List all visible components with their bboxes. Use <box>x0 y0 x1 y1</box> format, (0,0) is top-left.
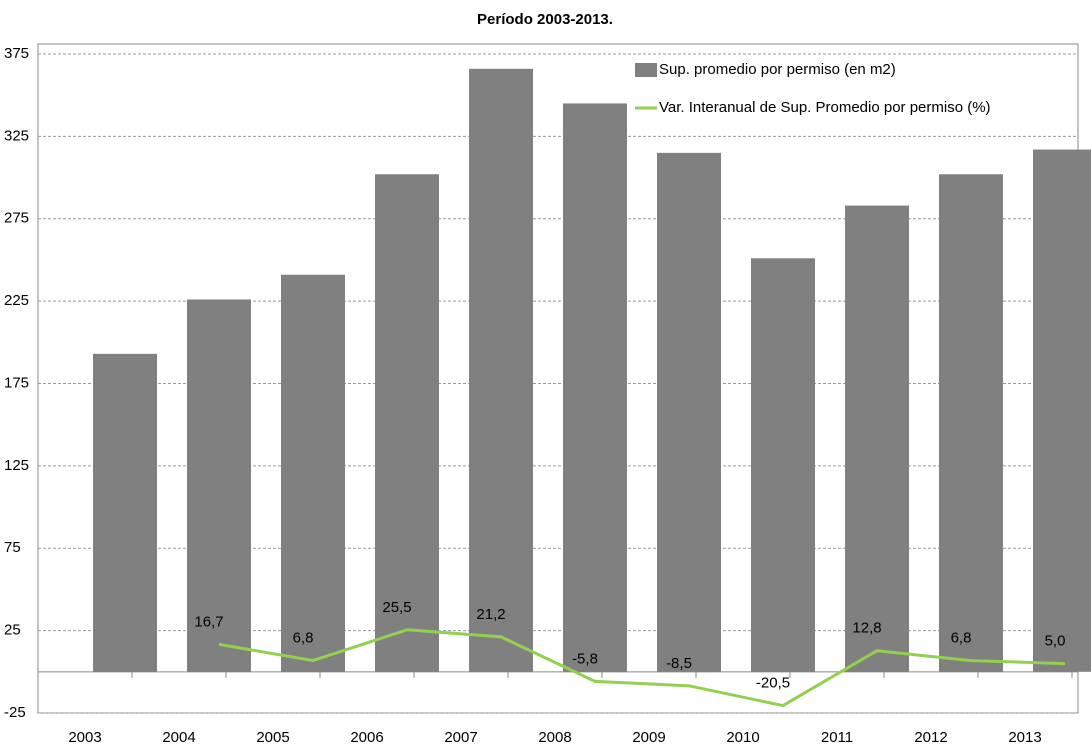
bar <box>469 68 533 672</box>
y-tick-label: 225 <box>4 292 29 309</box>
y-tick-label: 25 <box>4 622 21 639</box>
chart-title: Período 2003-2013. <box>477 11 613 28</box>
x-tick-label: 2006 <box>350 729 383 746</box>
bar <box>1033 149 1091 672</box>
line <box>218 628 1066 708</box>
x-tick-label: 2012 <box>914 729 947 746</box>
legend-label: Sup. promedio por permiso (en m2) <box>659 61 896 78</box>
data-label: 6,8 <box>293 630 314 647</box>
x-tick-label: 2009 <box>632 729 665 746</box>
data-label: -5,8 <box>572 650 598 667</box>
x-tick-label: 2010 <box>726 729 759 746</box>
bar <box>281 274 345 672</box>
y-tick-label: 275 <box>4 210 29 227</box>
data-label: 12,8 <box>852 620 881 637</box>
x-tick-label: 2005 <box>256 729 289 746</box>
data-label: 21,2 <box>476 606 505 623</box>
x-tick-label: 2004 <box>162 729 195 746</box>
data-label: 16,7 <box>194 613 223 630</box>
y-tick-label: 175 <box>4 374 29 391</box>
bar <box>845 205 909 672</box>
x-tick-label: 2011 <box>821 729 853 746</box>
bar <box>939 174 1003 672</box>
x-tick-label: 2007 <box>444 729 477 746</box>
data-label: -8,5 <box>666 655 692 672</box>
x-tick-label: 2003 <box>68 729 101 746</box>
legend-swatch <box>635 63 657 77</box>
x-tick-label: 2008 <box>538 729 571 746</box>
data-label: 5,0 <box>1045 633 1066 650</box>
data-label: -20,5 <box>756 675 790 692</box>
y-tick-label: 375 <box>4 45 29 62</box>
bar <box>657 152 721 672</box>
y-tick-label: -25 <box>4 704 26 721</box>
y-tick-label: 125 <box>4 457 29 474</box>
y-tick-label: 75 <box>4 539 21 556</box>
legend-label: Var. Interanual de Sup. Promedio por per… <box>659 99 991 116</box>
x-tick-label: 2013 <box>1008 729 1041 746</box>
bar <box>93 353 157 672</box>
bar <box>375 174 439 672</box>
bar <box>751 258 815 672</box>
bar <box>563 103 627 672</box>
data-label: 25,5 <box>382 599 411 616</box>
y-tick-label: 325 <box>4 127 29 144</box>
data-label: 6,8 <box>951 630 972 647</box>
bar <box>187 299 251 672</box>
